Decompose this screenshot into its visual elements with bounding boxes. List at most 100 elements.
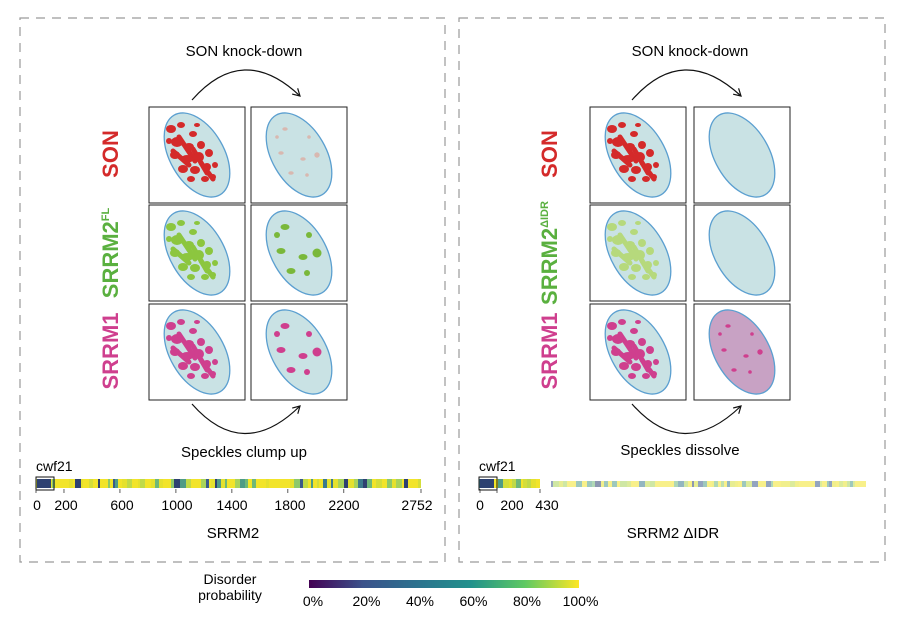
track-segment xyxy=(98,479,100,488)
track-segment xyxy=(163,479,166,488)
track-segment xyxy=(221,479,225,488)
track-segment xyxy=(113,479,115,488)
track-segment xyxy=(843,481,847,487)
track-segment xyxy=(382,479,387,488)
left-top-arrow xyxy=(191,69,301,101)
track-segment xyxy=(392,479,396,488)
left-track-ticks: 0 200 600 1000 1400 1800 2200 2752 xyxy=(33,489,433,513)
track-segment xyxy=(688,481,692,487)
track-segment xyxy=(303,479,308,488)
right-bottom-label: Speckles dissolve xyxy=(620,442,739,459)
track-segment xyxy=(252,479,256,488)
track-segment xyxy=(625,481,627,487)
nucleus xyxy=(265,309,333,395)
track-segment xyxy=(354,479,358,488)
track-segment xyxy=(108,479,110,488)
track-segment xyxy=(760,481,764,487)
track-segment xyxy=(311,479,313,488)
legend-tick-label: 100% xyxy=(563,593,599,609)
cwf21-box xyxy=(478,476,498,491)
speckle-sparse xyxy=(718,324,763,374)
track-segment xyxy=(531,479,536,488)
track-segment xyxy=(344,479,348,488)
track-segment xyxy=(714,481,718,487)
track-segment xyxy=(664,481,668,487)
track-segment xyxy=(201,479,206,488)
track-segment xyxy=(402,479,404,488)
track-segment xyxy=(269,479,271,488)
track-segment xyxy=(595,481,601,487)
track-segment xyxy=(281,479,286,488)
track-segment xyxy=(727,481,730,487)
track-segment xyxy=(418,479,421,488)
track-segment xyxy=(509,479,512,488)
right-bottom-arrow xyxy=(631,403,742,435)
right-top-label: SON knock-down xyxy=(632,43,749,60)
track-segment xyxy=(735,481,738,487)
track-segment xyxy=(519,479,521,488)
track-segment xyxy=(235,479,240,488)
track-segment xyxy=(122,479,127,488)
track-segment xyxy=(692,481,694,487)
track-segment xyxy=(413,479,418,488)
track-segment xyxy=(576,481,582,487)
track-segment xyxy=(678,481,684,487)
track-segment xyxy=(327,479,331,488)
track-segment xyxy=(766,481,771,487)
track-segment xyxy=(331,479,333,488)
track-segment xyxy=(523,479,527,488)
track-segment xyxy=(209,479,211,488)
legend-title-line1: Disorder xyxy=(204,571,257,587)
speckle-cluster xyxy=(166,220,218,280)
nucleus xyxy=(265,112,333,198)
track-segment xyxy=(836,481,839,487)
track-segment xyxy=(668,481,674,487)
speckle-cluster xyxy=(166,319,218,379)
track-segment xyxy=(118,479,122,488)
track-segment xyxy=(571,481,576,487)
track-segment xyxy=(809,481,815,487)
track-segment xyxy=(503,479,509,488)
track-segment xyxy=(75,479,81,488)
track-segment xyxy=(551,481,553,487)
track-segment xyxy=(240,479,245,488)
legend-colorbar xyxy=(309,580,579,588)
tick-label: 0 xyxy=(476,497,484,513)
track-segment xyxy=(132,479,134,488)
track-segment xyxy=(300,479,303,488)
track-segment xyxy=(724,481,727,487)
track-segment xyxy=(191,479,195,488)
track-segment xyxy=(271,479,274,488)
left-panel: SON knock-down Speckles clump up SON SRR… xyxy=(33,43,433,542)
track-segment xyxy=(313,479,315,488)
track-segment xyxy=(367,479,372,488)
track-segment xyxy=(637,481,639,487)
speckle-cluster xyxy=(166,122,218,182)
track-segment xyxy=(155,479,159,488)
track-segment xyxy=(404,479,408,488)
track-segment xyxy=(604,481,608,487)
track-segment xyxy=(847,481,850,487)
track-segment xyxy=(83,479,89,488)
track-segment xyxy=(358,479,363,488)
legend-title-line2: probability xyxy=(198,587,262,603)
track-segment xyxy=(730,481,735,487)
legend-tick-label: 0% xyxy=(303,593,323,609)
track-segment xyxy=(684,481,688,487)
track-segment xyxy=(60,479,64,488)
right-cell-grid xyxy=(589,106,791,401)
track-segment xyxy=(180,479,186,488)
track-segment xyxy=(795,481,799,487)
left-cell-grid xyxy=(148,106,348,401)
speckle-sparse xyxy=(274,323,322,375)
track-segment xyxy=(145,479,151,488)
track-segment xyxy=(140,479,145,488)
track-segment xyxy=(832,481,836,487)
track-segment xyxy=(650,481,655,487)
track-segment xyxy=(752,481,758,487)
tick-label: 1400 xyxy=(216,497,247,513)
track-segment xyxy=(617,481,620,487)
track-segment xyxy=(592,481,595,487)
track-segment xyxy=(89,479,93,488)
